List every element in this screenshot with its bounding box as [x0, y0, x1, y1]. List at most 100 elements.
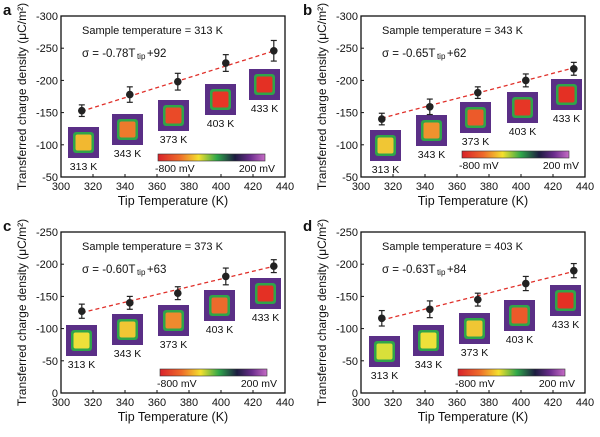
y-tick-label: -250 [336, 227, 358, 239]
heatmap-core [376, 343, 393, 360]
data-point [222, 272, 230, 281]
panel-letter: d [303, 218, 312, 235]
y-tick-label: -150 [36, 291, 58, 303]
y-tick-label: -200 [36, 259, 58, 271]
heatmap-core [558, 86, 575, 103]
data-point [474, 295, 482, 304]
heatmap-label: 373 K [160, 339, 187, 351]
heatmap-core [119, 321, 136, 338]
data-point [570, 65, 578, 73]
heatmap-label: 343 K [114, 148, 141, 160]
heatmap-inset: 313 K [66, 325, 97, 371]
data-point [78, 106, 86, 115]
data-point [378, 115, 386, 123]
x-tick-label: 300 [52, 397, 70, 409]
y-tick-label: -300 [336, 11, 358, 23]
x-tick-label: 360 [148, 181, 166, 193]
x-tick-label: 380 [480, 181, 498, 193]
y-tick-label: -50 [42, 356, 58, 368]
fit-equation-subscript: tip [137, 52, 146, 61]
y-axis-label: Transferred charge density (μC/m²) [15, 219, 29, 406]
y-tick-label: -250 [36, 43, 58, 55]
heatmap-core [73, 332, 90, 349]
heatmap-core [165, 107, 182, 124]
data-point [270, 46, 278, 55]
x-tick-label: 440 [576, 397, 594, 409]
y-tick-label: -250 [336, 43, 358, 55]
heatmap-inset: 343 K [413, 325, 444, 371]
x-tick-label: 300 [52, 181, 70, 193]
data-point [126, 90, 134, 99]
fit-equation-suffix: +92 [147, 48, 167, 60]
y-tick-label: -150 [36, 108, 58, 120]
heatmap-core [466, 320, 483, 337]
heatmap-label: 403 K [206, 324, 233, 336]
y-tick-label: -100 [336, 140, 358, 152]
data-point [522, 76, 530, 85]
x-tick-label: 320 [384, 397, 402, 409]
heatmap-label: 403 K [207, 118, 234, 130]
heatmap-label: 313 K [70, 161, 97, 173]
fit-equation-prefix: σ = -0.78T [82, 48, 135, 60]
y-tick-label: -300 [36, 11, 58, 23]
heatmap-core [557, 292, 574, 309]
heatmap-label: 433 K [552, 319, 579, 331]
y-tick-label: -150 [336, 291, 358, 303]
heatmap-inset: 373 K [459, 313, 490, 359]
y-axis-label: Transferred charge density (μC/m²) [315, 3, 329, 190]
panel-c: 313 K 343 K 373 K 403 K 433 K -800 mV 200 mV 30… [3, 218, 294, 424]
x-tick-label: 320 [384, 181, 402, 193]
heatmap-label: 433 K [251, 103, 278, 115]
heatmap-label: 343 K [418, 149, 445, 161]
y-tick-label: -250 [36, 227, 58, 239]
colorbar-max-label: 200 mV [543, 160, 579, 172]
colorbar [157, 153, 266, 162]
heatmap-core [423, 122, 440, 139]
colorbar-max-label: 200 mV [239, 163, 275, 175]
heatmap-label: 313 K [68, 359, 95, 371]
data-point [270, 262, 278, 270]
heatmap-core [514, 99, 531, 116]
data-point [474, 88, 482, 97]
x-tick-label: 380 [480, 397, 498, 409]
x-tick-label: 400 [512, 181, 530, 193]
x-tick-label: 440 [276, 397, 294, 409]
y-tick-label: -50 [342, 356, 358, 368]
data-point [174, 289, 182, 297]
heatmap-core [119, 121, 136, 138]
x-tick-label: 300 [352, 397, 370, 409]
x-tick-label: 340 [116, 397, 134, 409]
heatmap-label: 403 K [509, 126, 536, 138]
x-tick-label: 420 [244, 397, 262, 409]
heatmap-label: 433 K [252, 312, 279, 324]
data-point [174, 77, 182, 86]
heatmap-label: 373 K [462, 136, 489, 148]
y-tick-label: -50 [342, 172, 358, 184]
heatmap-inset: 343 K [416, 115, 447, 161]
y-tick-label: 0 [352, 388, 358, 400]
heatmap-core [257, 285, 274, 302]
x-tick-label: 320 [84, 397, 102, 409]
plot-frame [360, 231, 586, 394]
plot-frame [60, 231, 286, 394]
colorbar-max-label: 200 mV [241, 378, 277, 390]
heatmap-core [75, 134, 92, 151]
heatmap-label: 373 K [461, 347, 488, 359]
heatmap-inset: 313 K [369, 336, 400, 382]
panel-d: 313 K 343 K 373 K 403 K 433 K -800 mV 200 mV 30… [303, 218, 594, 424]
colorbar [457, 368, 566, 377]
heatmap-core [256, 76, 273, 93]
sample-temperature-annotation: Sample temperature = 313 K [82, 25, 224, 37]
sample-temperature-annotation: Sample temperature = 373 K [82, 241, 224, 253]
y-tick-label: -150 [336, 108, 358, 120]
x-tick-label: 340 [116, 181, 134, 193]
y-tick-label: -50 [42, 172, 58, 184]
heatmap-inset: 313 K [68, 127, 99, 173]
panel-letter: b [303, 2, 312, 19]
data-point [570, 266, 578, 275]
data-point [522, 279, 530, 288]
sample-temperature-annotation: Sample temperature = 403 K [382, 241, 524, 253]
heatmap-inset: 433 K [250, 278, 281, 324]
data-point [126, 299, 134, 307]
